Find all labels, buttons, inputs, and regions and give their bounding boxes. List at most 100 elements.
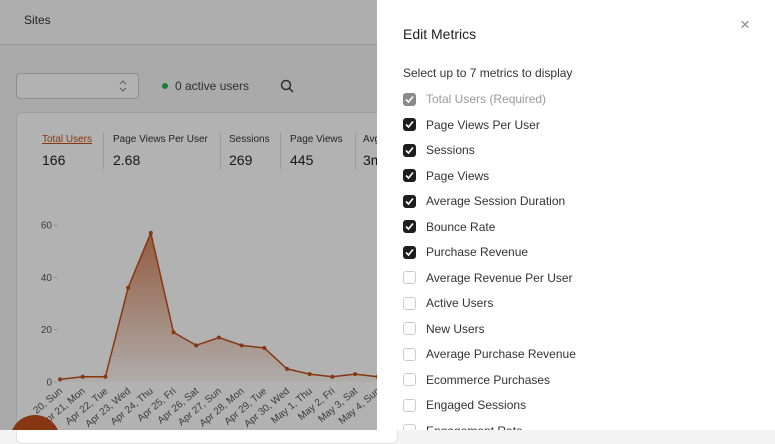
option-label: Average Session Duration bbox=[426, 194, 566, 208]
metric-option[interactable]: Engagement Rate bbox=[403, 423, 523, 431]
point bbox=[216, 335, 221, 340]
option-label: Ecommerce Purchases bbox=[426, 372, 551, 387]
metric-value: 445 bbox=[290, 152, 314, 168]
checkbox[interactable] bbox=[403, 322, 416, 335]
checkmark-path bbox=[405, 248, 414, 256]
y-tick-label: 60 bbox=[41, 221, 53, 232]
option-label: Average Purchase Revenue bbox=[426, 347, 576, 361]
metric-option[interactable]: Ecommerce Purchases bbox=[403, 372, 550, 388]
y-tick-label: 20 bbox=[41, 325, 53, 336]
close-button[interactable]: × bbox=[740, 15, 750, 34]
checkmark-path bbox=[405, 146, 414, 154]
metrics-card bbox=[16, 112, 398, 444]
option-label: Engaged Sessions bbox=[426, 398, 527, 412]
checkmark-path bbox=[405, 222, 414, 231]
metric-separator bbox=[280, 133, 281, 169]
status-dot bbox=[162, 83, 168, 89]
checkmark bbox=[405, 146, 414, 154]
option-label: Average Revenue Per User bbox=[426, 270, 573, 285]
metric-label: Avg bbox=[363, 134, 381, 145]
checkbox[interactable] bbox=[403, 296, 416, 310]
checkbox[interactable] bbox=[403, 424, 416, 430]
area bbox=[60, 232, 378, 382]
point bbox=[194, 343, 199, 348]
point bbox=[58, 377, 62, 382]
point bbox=[171, 330, 176, 335]
checkmark bbox=[405, 222, 414, 231]
edit-metrics-panel: Edit Metrics × Select up to 7 metrics to… bbox=[377, 0, 775, 430]
option-label: Page Views Per User bbox=[426, 117, 540, 132]
checkmark-path bbox=[405, 171, 414, 180]
metric-option[interactable]: Average Session Duration bbox=[403, 193, 565, 209]
checkbox[interactable] bbox=[403, 194, 416, 208]
checkbox[interactable] bbox=[403, 398, 416, 412]
metric-option[interactable]: Average Revenue Per User bbox=[403, 270, 573, 286]
option-label: New Users bbox=[426, 321, 485, 336]
checkmark-path bbox=[405, 120, 414, 129]
checkbox[interactable] bbox=[403, 220, 416, 233]
checkbox[interactable] bbox=[403, 169, 416, 182]
point bbox=[103, 374, 108, 379]
metric-separator bbox=[103, 133, 104, 169]
point bbox=[330, 374, 335, 379]
checkbox[interactable] bbox=[403, 347, 416, 361]
checkbox[interactable] bbox=[403, 271, 416, 284]
checkmark-path bbox=[405, 197, 414, 205]
point bbox=[126, 285, 131, 290]
point bbox=[80, 374, 85, 379]
option-label: Purchase Revenue bbox=[426, 245, 529, 259]
point bbox=[239, 343, 244, 348]
metric-value: 166 bbox=[42, 152, 66, 168]
page-title: Sites bbox=[24, 13, 51, 27]
help-button[interactable] bbox=[0, 405, 70, 430]
checkbox[interactable] bbox=[403, 118, 416, 131]
checkbox[interactable] bbox=[403, 373, 416, 386]
checkbox[interactable] bbox=[403, 143, 416, 157]
metric-label: Page Views bbox=[290, 134, 343, 145]
metric-separator bbox=[355, 133, 356, 169]
option-label: Total Users (Required) bbox=[426, 92, 547, 106]
instruction: Select up to 7 metrics to display bbox=[403, 66, 573, 80]
metric-label: Page Views Per User bbox=[113, 134, 208, 145]
point bbox=[262, 345, 267, 350]
site-select[interactable] bbox=[16, 73, 139, 99]
metric-label: Sessions bbox=[229, 134, 270, 145]
checkmark bbox=[405, 95, 414, 103]
checkmark-path bbox=[405, 95, 414, 103]
metric-option[interactable]: Active Users bbox=[403, 295, 493, 311]
modal-title: Edit Metrics bbox=[403, 26, 477, 42]
metric-option[interactable]: Sessions bbox=[403, 142, 475, 158]
metric-option[interactable]: New Users bbox=[403, 321, 485, 337]
point bbox=[307, 372, 312, 377]
metric-option[interactable]: Engaged Sessions bbox=[403, 397, 526, 413]
metric-option[interactable]: Page Views bbox=[403, 168, 489, 184]
y-tick-label: 0 bbox=[46, 378, 52, 389]
option-label: Bounce Rate bbox=[426, 219, 496, 234]
checkmark bbox=[405, 248, 414, 256]
point bbox=[148, 230, 153, 235]
option-label: Page Views bbox=[426, 168, 490, 183]
metric-separator bbox=[220, 133, 221, 169]
search-icon[interactable] bbox=[280, 79, 294, 93]
checkbox bbox=[403, 92, 416, 106]
point bbox=[285, 366, 289, 371]
metric-option[interactable]: Bounce Rate bbox=[403, 219, 495, 235]
metric-option[interactable]: Average Purchase Revenue bbox=[403, 346, 576, 362]
select-arrows bbox=[119, 80, 127, 92]
option-label: Sessions bbox=[426, 143, 475, 157]
checkbox[interactable] bbox=[403, 245, 416, 259]
checkmark bbox=[405, 171, 414, 180]
option-label: Engagement Rate bbox=[426, 424, 523, 431]
active-users: 0 active users bbox=[175, 79, 250, 93]
metric-option: Total Users (Required) bbox=[403, 91, 546, 107]
checkmark bbox=[405, 197, 414, 205]
option-label: Active Users bbox=[426, 296, 494, 310]
point bbox=[353, 372, 358, 377]
metric-option[interactable]: Purchase Revenue bbox=[403, 244, 528, 260]
checkmark bbox=[405, 120, 414, 129]
metric-option[interactable]: Page Views Per User bbox=[403, 117, 540, 133]
metric-value: 269 bbox=[229, 152, 253, 168]
metric-label[interactable]: Total Users bbox=[42, 134, 93, 145]
